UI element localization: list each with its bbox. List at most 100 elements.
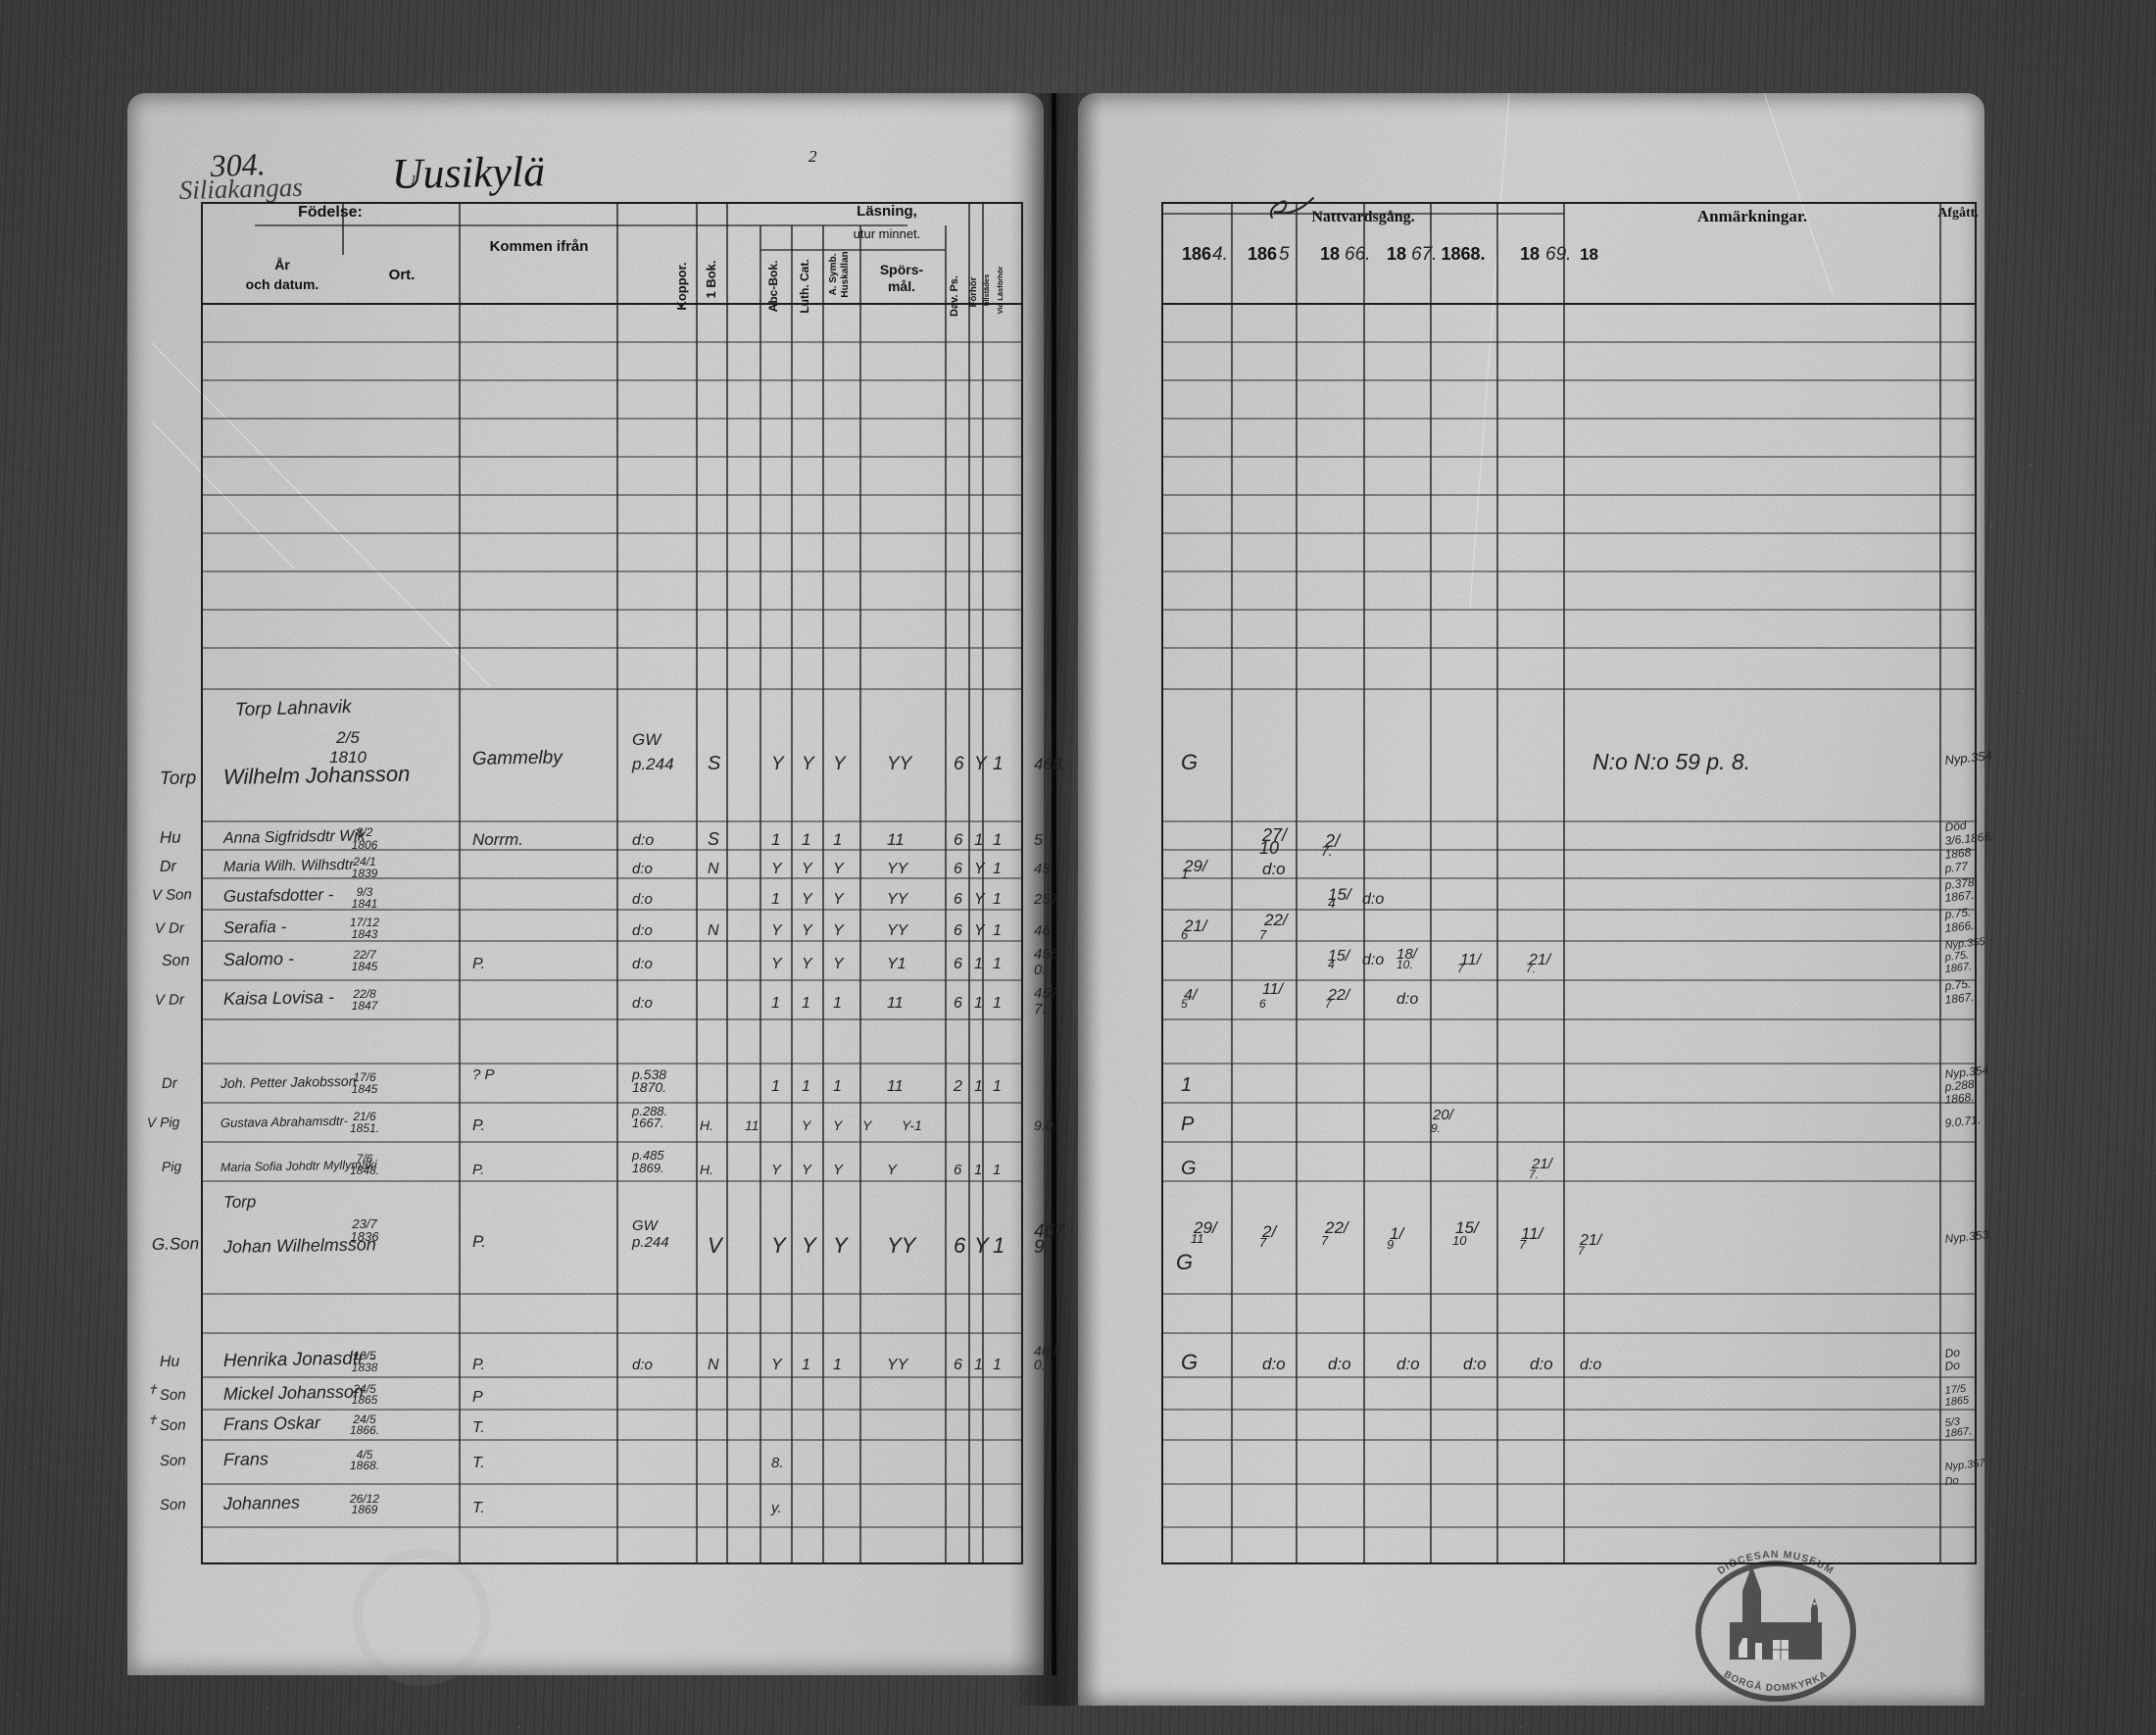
svg-text:Y: Y [833,922,845,939]
svg-text:1: 1 [833,1357,842,1373]
svg-text:d:o: d:o [1362,952,1384,968]
svg-text:Dr: Dr [162,1075,178,1092]
svg-text:0.: 0. [1034,1357,1046,1372]
svg-text:1847: 1847 [352,999,379,1013]
svg-text:T.: T. [472,1500,485,1516]
svg-text:18: 18 [1520,244,1540,264]
svg-text:9.: 9. [1034,1237,1050,1258]
svg-text:Dr: Dr [160,859,177,875]
svg-text:Y: Y [802,891,813,908]
svg-text:Kaisa Lovisa -: Kaisa Lovisa - [223,987,334,1009]
svg-text:1: 1 [993,1078,1002,1095]
svg-text:1: 1 [974,1162,982,1178]
svg-text:1: 1 [993,861,1002,877]
svg-text:T.: T. [472,1419,485,1436]
svg-text:Y: Y [802,861,813,877]
svg-text:utur minnet.: utur minnet. [854,226,921,241]
svg-text:N:o N:o 59 p. 8.: N:o N:o 59 p. 8. [1592,749,1750,774]
svg-text:S: S [708,753,721,774]
svg-text:d:o: d:o [632,922,653,939]
svg-text:Torp: Torp [160,768,197,789]
svg-text:N: N [708,1357,719,1373]
svg-text:1: 1 [993,891,1002,908]
svg-text:1868.: 1868. [350,1459,379,1472]
svg-text:Y: Y [974,922,986,939]
svg-text:11: 11 [887,1078,904,1095]
svg-text:Y: Y [802,1162,812,1178]
svg-text:457: 457 [1034,985,1059,1002]
svg-text:YY: YY [887,922,909,939]
svg-text:6: 6 [954,861,962,877]
svg-text:Uusikylä: Uusikylä [391,147,545,198]
svg-text:6: 6 [954,956,962,972]
svg-text:1: 1 [993,830,1002,849]
svg-text:P.: P. [472,1117,485,1134]
svg-text:1: 1 [993,1357,1002,1373]
svg-text:46: 46 [1034,922,1051,939]
svg-text:Y: Y [802,956,813,972]
svg-text:YY: YY [887,754,913,774]
svg-text:9.: 9. [1431,1121,1441,1135]
svg-text:1868: 1868 [1944,845,1972,862]
svg-text:✝: ✝ [147,1382,158,1397]
svg-text:Nyp.357: Nyp.357 [1944,1458,1986,1473]
svg-text:Ort.: Ort. [389,267,416,283]
svg-text:Anna Sigfridsdtr Wik: Anna Sigfridsdtr Wik [222,827,367,847]
svg-text:GW: GW [632,1217,660,1234]
svg-text:Nattvardsgång.: Nattvardsgång. [1311,209,1414,225]
svg-text:1: 1 [771,1078,780,1095]
svg-text:1810: 1810 [329,748,367,767]
svg-text:7: 7 [1259,927,1267,942]
svg-text:Y1: Y1 [887,956,906,972]
svg-text:H.: H. [700,1117,713,1133]
svg-text:1866.: 1866. [350,1423,379,1437]
svg-text:År: År [274,257,290,273]
svg-text:69.: 69. [1545,244,1571,265]
svg-text:10: 10 [1259,838,1279,858]
svg-text:Y: Y [833,861,845,877]
svg-text:5: 5 [1034,832,1043,849]
svg-text:5: 5 [1181,997,1188,1011]
svg-text:8.: 8. [771,1455,784,1471]
svg-text:p.244: p.244 [631,1234,669,1251]
svg-text:N: N [708,922,719,939]
svg-text:? P: ? P [472,1066,495,1083]
svg-text:Serafia -: Serafia - [223,917,287,937]
svg-text:Y: Y [887,1162,898,1178]
svg-text:P.: P. [472,1357,485,1373]
svg-text:Y: Y [974,754,988,774]
svg-text:1869.: 1869. [632,1161,664,1175]
svg-text:1: 1 [771,995,780,1012]
svg-text:Frans Oskar: Frans Oskar [223,1413,321,1434]
svg-text:Son: Son [160,1417,186,1434]
svg-text:Pig: Pig [162,1159,182,1174]
svg-text:1: 1 [974,1357,983,1373]
svg-text:P.: P. [472,956,485,972]
svg-text:V Dr: V Dr [155,919,185,937]
svg-text:1: 1 [771,891,780,908]
svg-text:11: 11 [887,830,905,849]
svg-text:1848.: 1848. [350,1164,379,1177]
svg-text:18: 18 [1320,244,1340,264]
svg-text:Son: Son [160,1453,186,1469]
svg-text:5: 5 [1279,244,1290,265]
svg-text:V: V [708,1233,724,1258]
svg-text:p.244: p.244 [631,755,674,773]
svg-text:d:o: d:o [1463,1355,1487,1373]
svg-text:G: G [1176,1250,1193,1274]
svg-text:7.: 7. [1529,1167,1539,1181]
svg-text:Siliakangas: Siliakangas [178,173,303,205]
svg-text:G: G [1181,1350,1198,1374]
svg-text:1867.: 1867. [1944,961,1973,975]
svg-text:Y: Y [833,1233,849,1258]
svg-text:1865: 1865 [1944,1394,1970,1409]
svg-text:Spörs-: Spörs- [880,262,924,277]
svg-text:11: 11 [887,995,904,1012]
svg-text:6: 6 [954,830,963,849]
svg-text:Hu: Hu [160,828,182,847]
svg-text:Salomo -: Salomo - [223,949,294,969]
svg-text:Gustava Abrahamsdtr-: Gustava Abrahamsdtr- [220,1114,349,1130]
svg-text:18: 18 [1387,244,1406,264]
svg-text:och datum.: och datum. [246,276,319,292]
svg-text:Gammelby: Gammelby [472,747,564,769]
